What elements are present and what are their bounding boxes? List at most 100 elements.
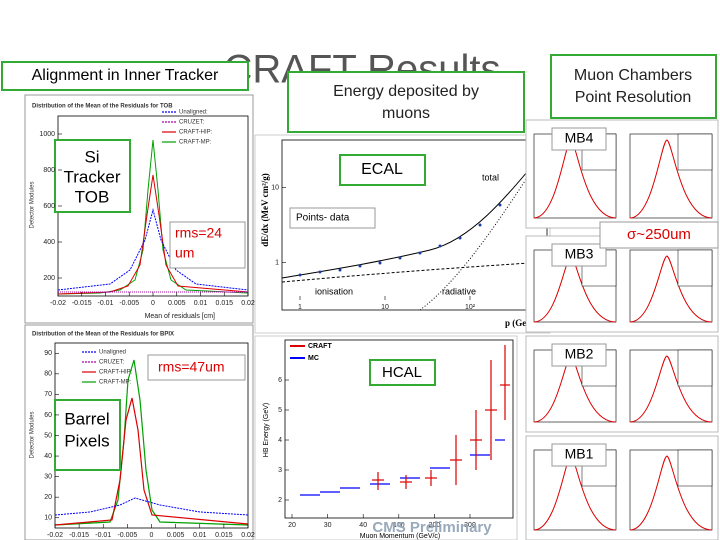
legend-label: CRAFT-MP: bbox=[179, 140, 212, 146]
plot-title: Distribution of the Mean of the Residual… bbox=[32, 332, 174, 338]
histogram bbox=[57, 139, 249, 295]
curve-label: Points- data bbox=[296, 213, 350, 224]
y-axis-label: HB Energy (GeV) bbox=[263, 403, 270, 457]
legend-label: CRAFT-MP: bbox=[99, 380, 132, 386]
curve bbox=[281, 261, 546, 283]
label-text: Si bbox=[84, 147, 99, 166]
label-text: ECAL bbox=[361, 161, 403, 178]
hcal-plot: HB Energy (GeV) Muon Momentum (GeV/c) CR… bbox=[254, 335, 518, 540]
label-text: TOB bbox=[75, 187, 110, 206]
legend-label: CRAFT-HIP: bbox=[179, 130, 213, 136]
y-tick-label: 80 bbox=[44, 371, 52, 378]
x-tick-label: -0.005 bbox=[119, 300, 139, 307]
chamber-label: MB3 bbox=[565, 246, 594, 262]
y-tick-label: 400 bbox=[43, 239, 55, 246]
x-axis-label: Muon Momentum (GeV/c) bbox=[360, 533, 441, 540]
chamber-label: MB1 bbox=[565, 446, 594, 462]
watermark: CMS Preliminary bbox=[372, 519, 492, 536]
x-tick-label: -0.015 bbox=[72, 300, 92, 307]
y-axis-label: Detector Modules bbox=[30, 411, 36, 458]
mc-points bbox=[300, 439, 505, 496]
y-tick-label: 30 bbox=[44, 473, 52, 480]
curve-label: ionisation bbox=[315, 286, 353, 296]
chamber-label: MB4 bbox=[565, 130, 594, 146]
fit-curve bbox=[629, 355, 713, 423]
fit-curve bbox=[629, 455, 713, 531]
x-axis-label: p (GeV/c) bbox=[505, 318, 542, 328]
y-tick-label: 60 bbox=[44, 412, 52, 419]
data-points bbox=[298, 203, 502, 277]
fit-curve bbox=[629, 139, 713, 219]
y-tick-label: 20 bbox=[44, 494, 52, 501]
callout-box bbox=[287, 71, 525, 133]
y-axis-label: Detector Modules bbox=[30, 181, 36, 228]
label-box bbox=[54, 399, 121, 471]
label-box bbox=[147, 354, 246, 381]
y-tick-label: 2 bbox=[278, 497, 282, 504]
x-tick-label: -0.02 bbox=[50, 300, 66, 307]
callout-box bbox=[550, 54, 717, 119]
legend-label: Unaligned bbox=[99, 350, 126, 356]
x-tick-label: -0.015 bbox=[69, 532, 89, 539]
y-tick-label: 40 bbox=[44, 453, 52, 460]
curve-label: radiative bbox=[442, 286, 476, 296]
x-tick-label: 0.005 bbox=[168, 300, 186, 307]
y-tick-label: 6 bbox=[278, 377, 282, 384]
x-tick-label: 0.01 bbox=[193, 532, 207, 539]
stats-box bbox=[677, 449, 713, 487]
label-box bbox=[54, 139, 131, 213]
callout-text: Muon Chambers bbox=[574, 67, 692, 84]
y-tick-label: 3 bbox=[278, 467, 282, 474]
x-tick-label: 0.02 bbox=[241, 532, 255, 539]
label-box bbox=[169, 221, 246, 269]
x-tick-label: 200 bbox=[429, 522, 441, 529]
fit-curve bbox=[629, 255, 713, 323]
tob-plot: Distribution of the Mean of the Residual… bbox=[24, 94, 254, 324]
label-text: Pixels bbox=[64, 431, 109, 450]
y-tick-label: 1 bbox=[275, 259, 279, 266]
x-tick-label: 0.015 bbox=[215, 300, 233, 307]
y-tick-label: 50 bbox=[44, 432, 52, 439]
y-tick-label: 10 bbox=[271, 184, 279, 191]
x-axis-label: Mean of residuals [cm] bbox=[145, 313, 215, 320]
bpix-plot: Distribution of the Mean of the Residual… bbox=[24, 324, 254, 540]
x-tick-label: 0 bbox=[150, 532, 154, 539]
callout-box bbox=[1, 61, 249, 91]
label-box bbox=[599, 221, 719, 249]
x-tick-label: 10² bbox=[465, 304, 476, 311]
chamber-label: MB2 bbox=[565, 346, 594, 362]
x-tick-label: 0.015 bbox=[215, 532, 233, 539]
x-tick-label: 20 bbox=[288, 522, 296, 529]
y-tick-label: 90 bbox=[44, 350, 52, 357]
label-box bbox=[289, 207, 376, 229]
rms-text: rms=47um bbox=[158, 359, 225, 375]
label-box bbox=[339, 154, 426, 186]
legend-label: CRUZET: bbox=[179, 120, 205, 126]
resolution-text: σ~250um bbox=[627, 226, 691, 243]
callout-text: Energy deposited by bbox=[333, 83, 479, 100]
x-tick-label: -0.01 bbox=[95, 532, 111, 539]
x-tick-label: 10 bbox=[381, 304, 389, 311]
x-tick-label: -0.02 bbox=[47, 532, 63, 539]
y-tick-label: 4 bbox=[278, 437, 282, 444]
x-tick-label: -0.005 bbox=[117, 532, 137, 539]
y-tick-label: 600 bbox=[43, 203, 55, 210]
histogram bbox=[54, 359, 249, 526]
callout-text: muons bbox=[382, 105, 430, 122]
histogram bbox=[54, 497, 249, 516]
craft-points bbox=[372, 345, 510, 490]
x-tick-label: 0 bbox=[151, 300, 155, 307]
y-tick-label: 10 bbox=[44, 515, 52, 522]
x-tick-label: 300 bbox=[464, 522, 476, 529]
label-text: Barrel bbox=[64, 409, 109, 428]
y-tick-label: 800 bbox=[43, 167, 55, 174]
legend-label: CRAFT bbox=[308, 343, 332, 350]
y-tick-label: 200 bbox=[43, 275, 55, 282]
x-tick-label: 40 bbox=[359, 522, 367, 529]
legend-label: Unaligned: bbox=[179, 110, 208, 116]
label-text: HCAL bbox=[382, 364, 422, 381]
stats-box bbox=[677, 249, 713, 287]
x-tick-label: 1 bbox=[298, 304, 302, 311]
label-box bbox=[551, 243, 607, 267]
legend-label: CRAFT-HIP: bbox=[99, 370, 133, 376]
